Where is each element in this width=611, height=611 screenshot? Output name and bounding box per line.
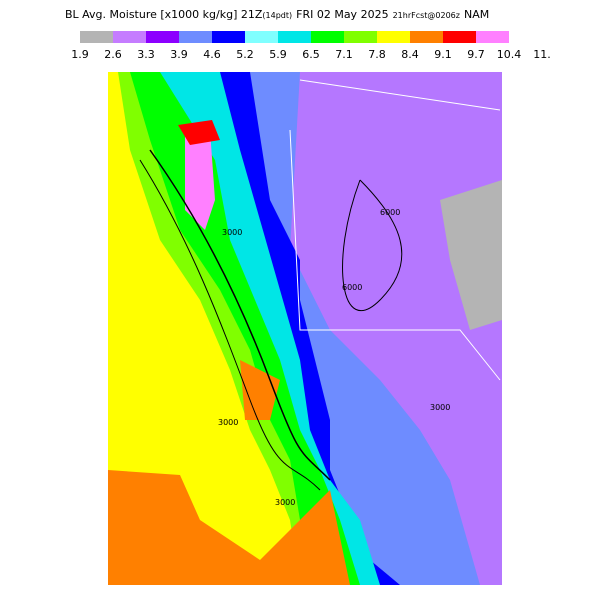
colorbar-label: 10.4 xyxy=(497,48,522,61)
colorbar-label: 8.4 xyxy=(401,48,419,61)
colorbar: 1.9 2.6 3.3 3.9 4.6 5.2 5.9 6.5 7.1 7.8 8.4 9.1 9.7 1… xyxy=(71,31,551,61)
colorbar-label: 3.3 xyxy=(137,48,155,61)
ocean-yellow xyxy=(108,72,300,585)
orange-patch xyxy=(240,360,280,420)
colorbar-swatch xyxy=(443,31,476,43)
contour-label: 3000 xyxy=(275,498,295,507)
colorbar-swatch xyxy=(278,31,311,43)
colorbar-label: 2.6 xyxy=(104,48,122,61)
contour-label: 3000 xyxy=(222,228,242,237)
colorbar-label: 4.6 xyxy=(203,48,221,61)
contour-label: 3000 xyxy=(430,403,450,412)
colorbar-label: 9.7 xyxy=(467,48,485,61)
colorbar-swatch xyxy=(344,31,377,43)
colorbar-swatch xyxy=(113,31,146,43)
map: 3000 3000 6000 6000 3000 3000 xyxy=(108,72,502,585)
colorbar-swatch xyxy=(212,31,245,43)
model: NAM xyxy=(464,8,489,21)
contour-label: 6000 xyxy=(342,283,362,292)
colorbar-swatch xyxy=(311,31,344,43)
colorbar-label: 5.2 xyxy=(236,48,254,61)
title: BL Avg. Moisture [x1000 kg/kg] 21Z(14pdt… xyxy=(65,8,489,21)
date: FRI 02 May 2025 xyxy=(296,8,388,21)
contour-label: 6000 xyxy=(380,208,400,217)
state-border xyxy=(299,79,501,111)
contour xyxy=(342,179,403,312)
state-border xyxy=(289,129,501,381)
colorbar-label: 6.5 xyxy=(302,48,320,61)
colorbar-label: 7.1 xyxy=(335,48,353,61)
red-patch xyxy=(178,120,220,145)
colorbar-swatch xyxy=(476,31,509,43)
magenta-patch xyxy=(185,130,215,230)
colorbar-swatch xyxy=(146,31,179,43)
gray-region xyxy=(440,180,502,330)
title-main: BL Avg. Moisture [x1000 kg/kg] 21Z xyxy=(65,8,263,21)
colorbar-label: 11. xyxy=(533,48,551,61)
colorbar-swatch xyxy=(179,31,212,43)
forecast: 21hrFcst@0206z xyxy=(393,11,460,20)
contour xyxy=(139,159,321,491)
colorbar-label: 7.8 xyxy=(368,48,386,61)
colorbar-label: 1.9 xyxy=(71,48,89,61)
local-time: (14pdt) xyxy=(262,11,292,20)
contour-label: 3000 xyxy=(218,418,238,427)
colorbar-label: 3.9 xyxy=(170,48,188,61)
colorbar-swatch xyxy=(377,31,410,43)
colorbar-swatch xyxy=(80,31,113,43)
contour xyxy=(149,149,331,481)
colorbar-label: 5.9 xyxy=(269,48,287,61)
colorbar-label: 9.1 xyxy=(434,48,452,61)
colorbar-swatch xyxy=(410,31,443,43)
orange-south xyxy=(108,470,350,585)
colorbar-swatch xyxy=(245,31,278,43)
